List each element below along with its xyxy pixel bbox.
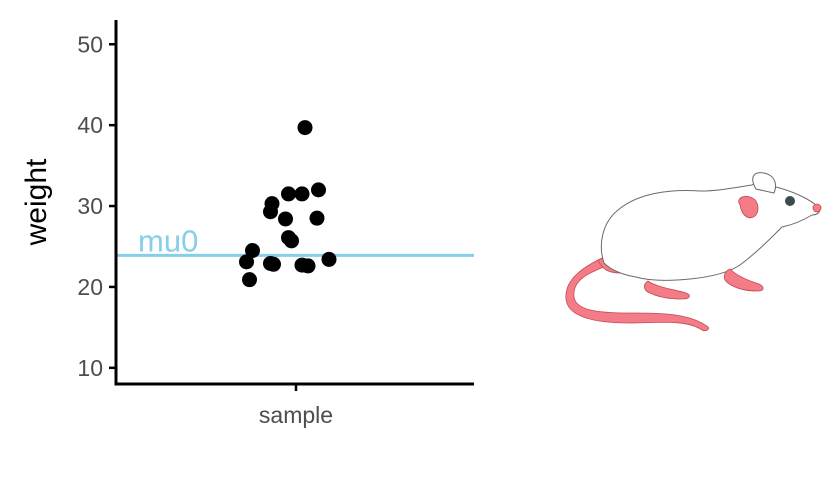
mouse-ear [752,172,777,194]
data-point [264,196,280,212]
data-point [300,258,316,274]
data-point [245,243,260,259]
data-point [239,254,254,270]
y-axis-title: weight [20,158,53,246]
data-point [309,210,325,226]
mouse-body [600,180,821,281]
y-tick-label: 30 [77,193,103,219]
reference-line-label: mu0 [138,223,198,258]
data-point [278,211,293,227]
data-point [266,256,281,272]
mouse-icon [565,172,822,332]
data-point [281,186,296,202]
data-point [242,272,257,288]
plot-marks: 10 20 30 40 50 sample weight mu0 [20,20,474,428]
weight-dot-plot: 10 20 30 40 50 sample weight mu0 [20,20,474,428]
y-tick-label: 20 [77,274,103,300]
data-point [311,182,326,198]
mouse-eye [785,196,795,206]
y-tick-label: 40 [77,112,103,138]
data-point [294,186,310,202]
data-point [297,120,313,136]
mouse-hind-foot [644,280,690,300]
mouse-tail [565,256,709,332]
y-tick-label: 10 [77,355,103,381]
mouse-inner-ear [738,196,759,219]
y-tick-label: 50 [77,31,103,57]
mouse-nose [812,203,822,213]
data-point [284,233,299,249]
x-tick-label: sample [259,402,333,428]
mouse-front-foot [724,268,764,292]
data-point [321,251,337,267]
